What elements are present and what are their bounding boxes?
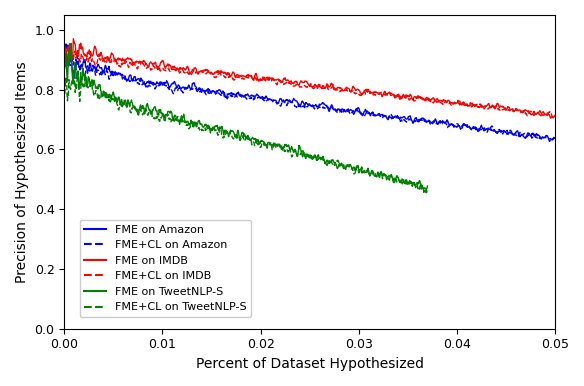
X-axis label: Percent of Dataset Hypothesized: Percent of Dataset Hypothesized	[196, 357, 423, 371]
Legend: FME on Amazon, FME+CL on Amazon, FME on IMDB, FME+CL on IMDB, FME on TweetNLP-S,: FME on Amazon, FME+CL on Amazon, FME on …	[79, 220, 251, 317]
Y-axis label: Precision of Hypothesized Items: Precision of Hypothesized Items	[15, 61, 29, 283]
